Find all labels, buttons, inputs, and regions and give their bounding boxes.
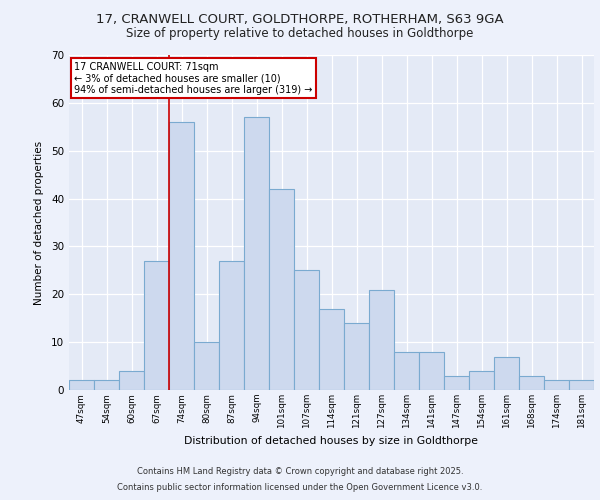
Bar xyxy=(544,380,569,390)
X-axis label: Distribution of detached houses by size in Goldthorpe: Distribution of detached houses by size … xyxy=(185,436,479,446)
Bar xyxy=(394,352,419,390)
Bar xyxy=(269,189,294,390)
Bar xyxy=(219,261,244,390)
Bar xyxy=(494,356,519,390)
Bar xyxy=(294,270,319,390)
Text: 17, CRANWELL COURT, GOLDTHORPE, ROTHERHAM, S63 9GA: 17, CRANWELL COURT, GOLDTHORPE, ROTHERHA… xyxy=(96,12,504,26)
Bar xyxy=(319,308,344,390)
Y-axis label: Number of detached properties: Number of detached properties xyxy=(34,140,44,304)
Bar xyxy=(69,380,94,390)
Bar xyxy=(519,376,544,390)
Bar xyxy=(119,371,144,390)
Bar xyxy=(569,380,594,390)
Text: Contains HM Land Registry data © Crown copyright and database right 2025.: Contains HM Land Registry data © Crown c… xyxy=(137,467,463,476)
Bar xyxy=(169,122,194,390)
Text: 17 CRANWELL COURT: 71sqm
← 3% of detached houses are smaller (10)
94% of semi-de: 17 CRANWELL COURT: 71sqm ← 3% of detache… xyxy=(74,62,313,95)
Text: Size of property relative to detached houses in Goldthorpe: Size of property relative to detached ho… xyxy=(127,28,473,40)
Bar xyxy=(244,117,269,390)
Bar xyxy=(369,290,394,390)
Bar xyxy=(194,342,219,390)
Bar xyxy=(344,323,369,390)
Bar xyxy=(144,261,169,390)
Bar xyxy=(419,352,444,390)
Text: Contains public sector information licensed under the Open Government Licence v3: Contains public sector information licen… xyxy=(118,484,482,492)
Bar xyxy=(469,371,494,390)
Bar xyxy=(444,376,469,390)
Bar xyxy=(94,380,119,390)
